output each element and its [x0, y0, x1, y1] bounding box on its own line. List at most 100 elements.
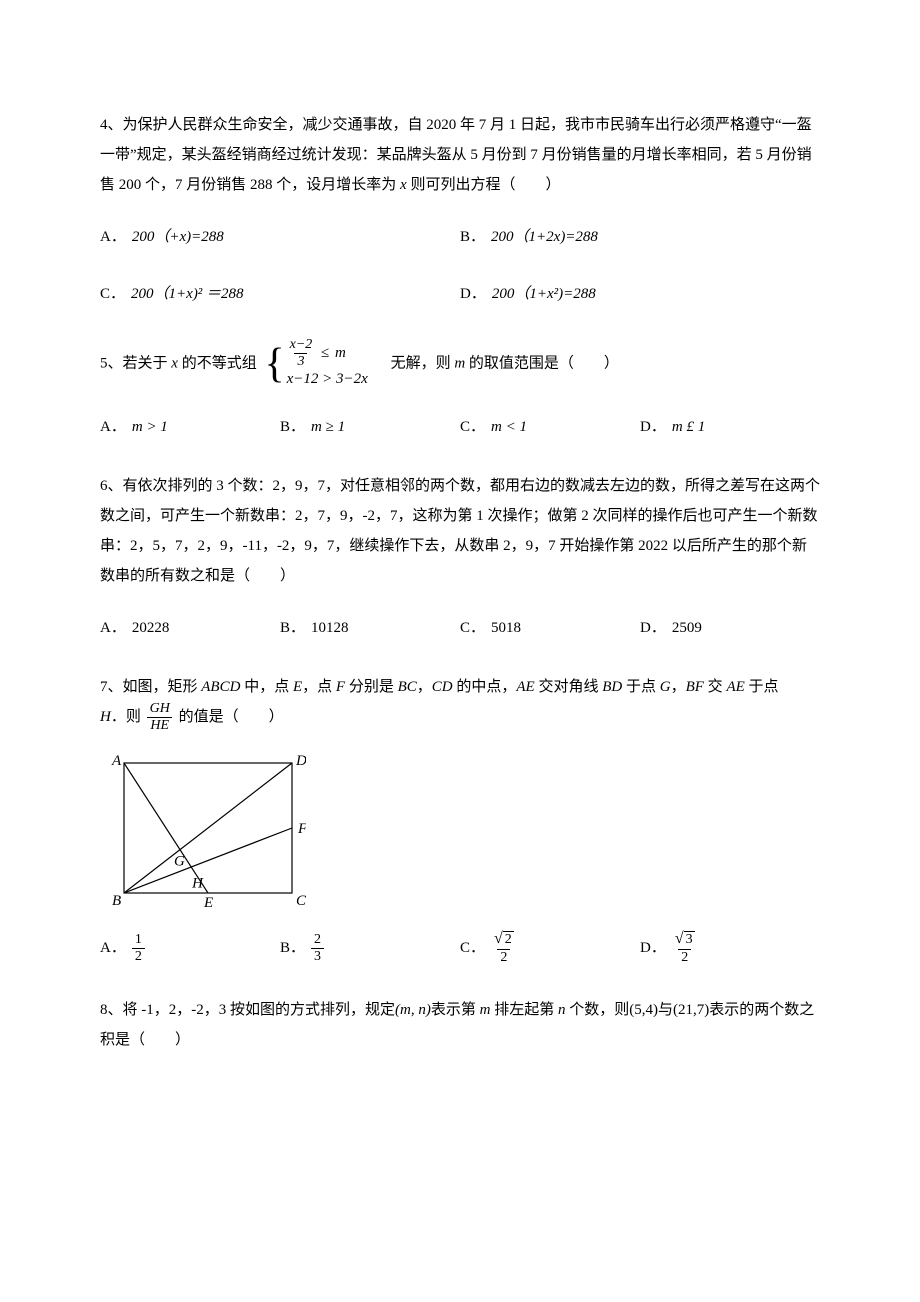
q7-t8: ，	[671, 679, 686, 695]
q7-d-letter: D．	[640, 935, 666, 962]
q6-d-text: 2509	[672, 615, 702, 642]
svg-text:C: C	[296, 893, 306, 909]
q7-t7: 于点	[622, 679, 660, 695]
q7-frac-num: GH	[147, 702, 173, 717]
q6-stem: 6、有依次排列的 3 个数：2，9，7，对任意相邻的两个数，都用右边的数减去左边…	[100, 471, 820, 591]
q7-ae: AE	[516, 679, 534, 695]
q4-d-text: 200（1+x²)=288	[492, 281, 596, 308]
q7-h: H	[100, 709, 111, 725]
q5-d-text: m £ 1	[672, 414, 705, 441]
q7-t4: 分别是	[345, 679, 398, 695]
svg-text:H: H	[191, 876, 204, 892]
q7-t12: 的值是（ ）	[179, 709, 284, 725]
q7-figure: ABCDEFGH	[106, 751, 306, 911]
q5-sys1-den: 3	[294, 353, 307, 369]
q5-stem: 5、若关于 x 的不等式组 { x−23 ≤ m x−12 > 3−2x 无解，…	[100, 338, 820, 390]
q7-t10: 于点	[745, 679, 779, 695]
q7-c-sqrt-arg: 2	[503, 931, 514, 948]
q7-option-b[interactable]: B． 23	[280, 931, 460, 965]
q7-a-den: 2	[132, 948, 145, 964]
q7-t6: 交对角线	[535, 679, 603, 695]
q8-t3: 排左起第	[490, 1002, 558, 1018]
q7-abcd: ABCD	[201, 679, 240, 695]
q4-options-row1: A． 200（+x)=288 B． 200（1+2x)=288	[100, 224, 820, 251]
svg-text:A: A	[111, 753, 122, 769]
q7-option-c[interactable]: C． √2 2	[460, 931, 640, 965]
q8-t2: 表示第	[431, 1002, 480, 1018]
q6-b-text: 10128	[311, 615, 349, 642]
q5-sys-line2: x−12 > 3−2x	[287, 369, 368, 390]
q7-bd: BD	[602, 679, 622, 695]
q6-option-b[interactable]: B．10128	[280, 615, 460, 642]
q5-c-text: m < 1	[491, 414, 527, 441]
q7-option-a[interactable]: A． 12	[100, 931, 280, 965]
q7-t2: 中，点	[240, 679, 293, 695]
q5-option-c[interactable]: C． m < 1	[460, 414, 640, 441]
svg-text:G: G	[174, 854, 185, 870]
q5-d-letter: D．	[640, 414, 666, 441]
q6-option-c[interactable]: C．5018	[460, 615, 640, 642]
q5-b-text: m ≥ 1	[311, 414, 345, 441]
q7-t3: ，点	[302, 679, 336, 695]
q6-option-d[interactable]: D．2509	[640, 615, 820, 642]
q5-system: { x−23 ≤ m x−12 > 3−2x	[264, 338, 367, 390]
svg-text:F: F	[297, 821, 306, 837]
q5-a-text: m > 1	[132, 414, 168, 441]
q5-m: m	[454, 355, 465, 371]
q7-c1: ，	[417, 679, 432, 695]
q7-c-letter: C．	[460, 935, 485, 962]
q6-option-a[interactable]: A．20228	[100, 615, 280, 642]
q6-c-text: 5018	[491, 615, 521, 642]
q6-options: A．20228 B．10128 C．5018 D．2509	[100, 615, 820, 642]
q4-a-text: 200（+x)=288	[132, 224, 224, 251]
q7-b-letter: B．	[280, 935, 305, 962]
q4-a-letter: A．	[100, 224, 126, 251]
svg-text:E: E	[203, 895, 213, 911]
q4-c-letter: C．	[100, 281, 125, 308]
q7-d-den: 2	[678, 949, 691, 965]
q7-ae2: AE	[726, 679, 744, 695]
q4-b-text: 200（1+2x)=288	[491, 224, 598, 251]
q7-g: G	[660, 679, 671, 695]
q5-sys1-rhs: m	[335, 345, 346, 361]
q4-option-a[interactable]: A． 200（+x)=288	[100, 224, 460, 251]
q7-options: A． 12 B． 23 C． √2 2 D． √3 2	[100, 931, 820, 965]
q4-b-letter: B．	[460, 224, 485, 251]
q8-t1: 8、将 -1，2，-2，3 按如图的方式排列，规定	[100, 1002, 395, 1018]
q7-d-sqrt-arg: 3	[684, 931, 695, 948]
q7-b-num: 2	[311, 933, 324, 948]
q6-a-letter: A．	[100, 615, 126, 642]
q7-a-num: 1	[132, 933, 145, 948]
q4-option-c[interactable]: C． 200（1+x)² ＝288	[100, 281, 460, 308]
q7-t9: 交	[704, 679, 727, 695]
q5-sys1-num: x−2	[287, 338, 316, 353]
q5-option-b[interactable]: B． m ≥ 1	[280, 414, 460, 441]
q5-option-a[interactable]: A． m > 1	[100, 414, 280, 441]
q7-bf: BF	[686, 679, 704, 695]
q8-stem: 8、将 -1，2，-2，3 按如图的方式排列，规定(m, n)表示第 m 排左起…	[100, 995, 820, 1055]
q4-option-b[interactable]: B． 200（1+2x)=288	[460, 224, 820, 251]
q7-frac-den: HE	[147, 717, 172, 733]
q4-option-d[interactable]: D． 200（1+x²)=288	[460, 281, 820, 308]
q8-p1: (5,4)	[629, 1002, 658, 1018]
q8-mn: (m, n)	[395, 1002, 431, 1018]
q4-x: x	[400, 177, 407, 193]
q5-d: 的取值范围是（ ）	[465, 355, 619, 371]
left-brace-icon: {	[264, 343, 284, 385]
q7-t5: 的中点，	[453, 679, 517, 695]
q6-c-letter: C．	[460, 615, 485, 642]
q5-option-d[interactable]: D． m £ 1	[640, 414, 820, 441]
q5-x: x	[171, 355, 178, 371]
svg-text:B: B	[112, 893, 121, 909]
q7-t11: ．则	[111, 709, 141, 725]
q5-sys-line1: x−23 ≤ m	[287, 338, 368, 369]
q7-option-d[interactable]: D． √3 2	[640, 931, 820, 965]
q4-c-text: 200（1+x)² ＝288	[131, 281, 244, 308]
q7-b-den: 3	[311, 948, 324, 964]
q6-a-text: 20228	[132, 615, 170, 642]
q5-b-letter: B．	[280, 414, 305, 441]
q4-stem: 4、为保护人民群众生命安全，减少交通事故，自 2020 年 7 月 1 日起，我…	[100, 110, 820, 200]
q4-text-b: 则可列出方程（ ）	[407, 177, 561, 193]
q5-a: 5、若关于	[100, 355, 171, 371]
q7-c-num: √2	[491, 931, 517, 949]
